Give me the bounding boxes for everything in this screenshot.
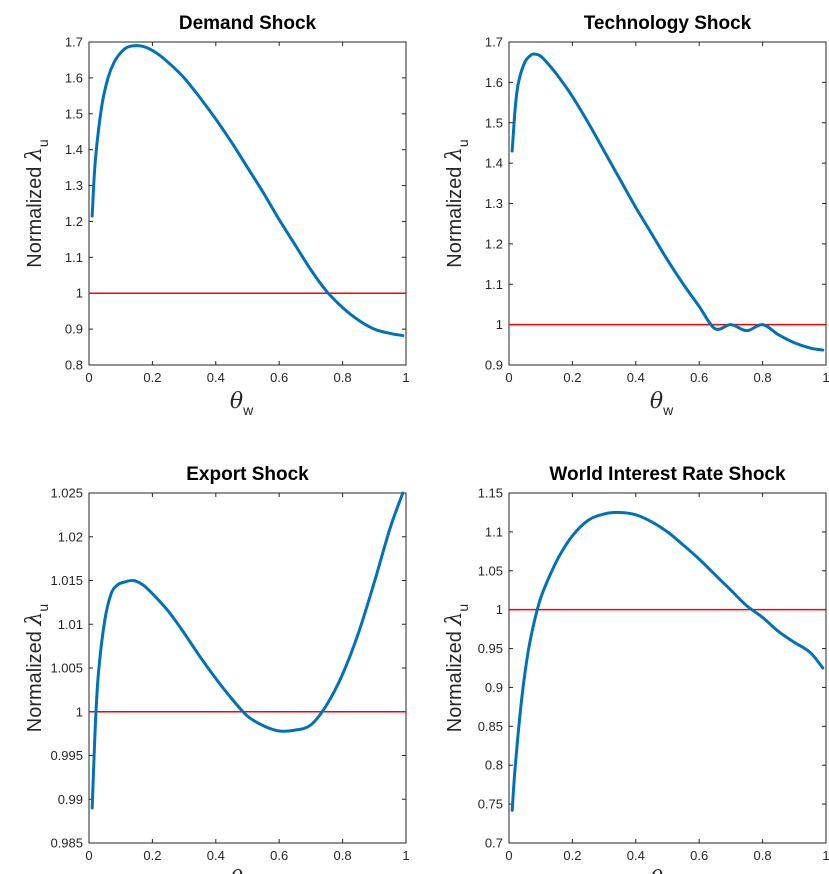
demand-shock-ytick-label: 1.1 (65, 250, 83, 265)
world-interest-rate-shock-xtick-label: 0.8 (754, 848, 772, 863)
demand-shock-xtick-label: 0.6 (270, 370, 288, 385)
world-interest-rate-shock-ytick-label: 0.95 (478, 641, 503, 656)
demand-shock-ytick-label: 0.9 (65, 322, 83, 337)
world-interest-rate-shock-ytick-label: 1.1 (485, 524, 503, 539)
world-interest-rate-shock-chart: World Interest Rate Shock 0 0.2 0.4 0.6 0.8 1 0… (442, 464, 829, 874)
demand-shock-ytick-label: 0.8 (65, 358, 83, 373)
world-interest-rate-shock-ytick-label: 1.05 (478, 563, 503, 578)
technology-shock-xtick-label: 0.4 (627, 370, 645, 385)
world-interest-rate-shock-ytick-label: 1.15 (478, 486, 503, 501)
export-shock-ylabel: Normalized λu (22, 604, 51, 732)
technology-shock-ylabel: Normalized λu (442, 139, 471, 267)
export-shock-xtick-label: 1 (402, 848, 409, 863)
export-shock-title: Export Shock (186, 464, 309, 485)
technology-shock-ytick-label: 0.9 (485, 358, 503, 373)
technology-shock-ytick-label: 1.1 (485, 277, 503, 292)
world-interest-rate-shock-xtick-label: 1 (822, 848, 829, 863)
export-shock-xtick-label: 0.2 (143, 848, 161, 863)
technology-shock-ytick-label: 1.7 (485, 35, 503, 50)
world-interest-rate-shock-title: World Interest Rate Shock (549, 464, 786, 485)
export-shock-ytick-label: 1.015 (50, 573, 83, 588)
export-shock-xtick-label: 0.8 (334, 848, 352, 863)
export-shock-plot-frame (88, 492, 407, 844)
export-shock-ytick-label: 1.005 (50, 661, 83, 676)
demand-shock-ytick-label: 1 (76, 286, 83, 301)
technology-shock-ytick-label: 1 (496, 317, 503, 332)
export-shock-ytick-label: 1 (76, 704, 83, 719)
demand-shock-xtick-label: 0.8 (334, 370, 352, 385)
export-shock-ytick-label: 0.99 (58, 792, 83, 807)
demand-shock-xtick-label: 0.4 (207, 370, 225, 385)
export-shock-ytick-label: 1.01 (58, 617, 83, 632)
demand-shock-xtick-label: 0.2 (143, 370, 161, 385)
world-interest-rate-shock-ytick-label: 0.9 (485, 680, 503, 695)
technology-shock-ytick-label: 1.4 (485, 156, 503, 171)
world-interest-rate-shock-ytick-label: 0.75 (478, 797, 503, 812)
technology-shock-ytick-label: 1.2 (485, 236, 503, 251)
technology-shock-xtick-label: 0.6 (690, 370, 708, 385)
export-shock-xtick-label: 0 (85, 848, 92, 863)
world-interest-rate-shock-ytick-label: 1 (496, 602, 503, 617)
demand-shock-ytick-label: 1.4 (65, 142, 83, 157)
world-interest-rate-shock-ytick-label: 0.8 (485, 758, 503, 773)
export-shock-series-line (90, 491, 405, 810)
technology-shock-ytick-label: 1.6 (485, 75, 503, 90)
export-shock-xtick-label: 0.4 (207, 848, 225, 863)
world-interest-rate-shock-ytick-label: 0.85 (478, 719, 503, 734)
world-interest-rate-shock-series-line (510, 510, 825, 812)
demand-shock-xtick-label: 1 (402, 370, 409, 385)
demand-shock-xtick-label: 0 (85, 370, 92, 385)
technology-shock-xtick-label: 0.8 (754, 370, 772, 385)
technology-shock-series-line (510, 52, 825, 352)
demand-shock-chart: Demand Shock 0 0.2 0.4 0.6 0.8 1 0.8 0.9 1 1.1 1.2 1… (22, 13, 410, 418)
demand-shock-xlabel: θw (230, 389, 254, 418)
technology-shock-plot-frame (508, 41, 827, 366)
demand-shock-title: Demand Shock (179, 13, 317, 34)
technology-shock-title: Technology Shock (584, 13, 752, 34)
technology-shock-xlabel: θw (650, 389, 674, 418)
technology-shock-xtick-label: 1 (822, 370, 829, 385)
export-shock-xtick-label: 0.6 (270, 848, 288, 863)
demand-shock-series-line (90, 44, 405, 338)
export-shock-ytick-label: 1.02 (58, 529, 83, 544)
export-shock-ytick-label: 0.985 (50, 836, 83, 851)
export-shock-ytick-label: 1.025 (50, 486, 83, 501)
world-interest-rate-shock-xlabel: θw (650, 867, 674, 874)
technology-shock-chart: Technology Shock 0 0.2 0.4 0.6 0.8 1 0.9 1 1.1 1.2… (442, 13, 829, 418)
export-shock-chart: Export Shock 0 0.2 0.4 0.6 0.8 1 0.985 0.99 0.995… (22, 464, 410, 874)
demand-shock-plot-frame (88, 41, 407, 366)
export-shock-ytick-label: 0.995 (50, 748, 83, 763)
world-interest-rate-shock-xtick-label: 0 (505, 848, 512, 863)
export-shock-xlabel: θw (230, 867, 254, 874)
technology-shock-ytick-label: 1.5 (485, 115, 503, 130)
demand-shock-ytick-label: 1.7 (65, 35, 83, 50)
world-interest-rate-shock-xtick-label: 0.2 (563, 848, 581, 863)
world-interest-rate-shock-ylabel: Normalized λu (442, 604, 471, 732)
demand-shock-ytick-label: 1.3 (65, 178, 83, 193)
technology-shock-xtick-label: 0 (505, 370, 512, 385)
world-interest-rate-shock-xtick-label: 0.4 (627, 848, 645, 863)
demand-shock-ytick-label: 1.2 (65, 214, 83, 229)
world-interest-rate-shock-plot-frame (508, 492, 827, 844)
demand-shock-ytick-label: 1.5 (65, 106, 83, 121)
technology-shock-xtick-label: 0.2 (563, 370, 581, 385)
world-interest-rate-shock-ytick-label: 0.7 (485, 836, 503, 851)
demand-shock-ytick-label: 1.6 (65, 70, 83, 85)
demand-shock-ylabel: Normalized λu (22, 139, 51, 267)
technology-shock-ytick-label: 1.3 (485, 196, 503, 211)
world-interest-rate-shock-xtick-label: 0.6 (690, 848, 708, 863)
